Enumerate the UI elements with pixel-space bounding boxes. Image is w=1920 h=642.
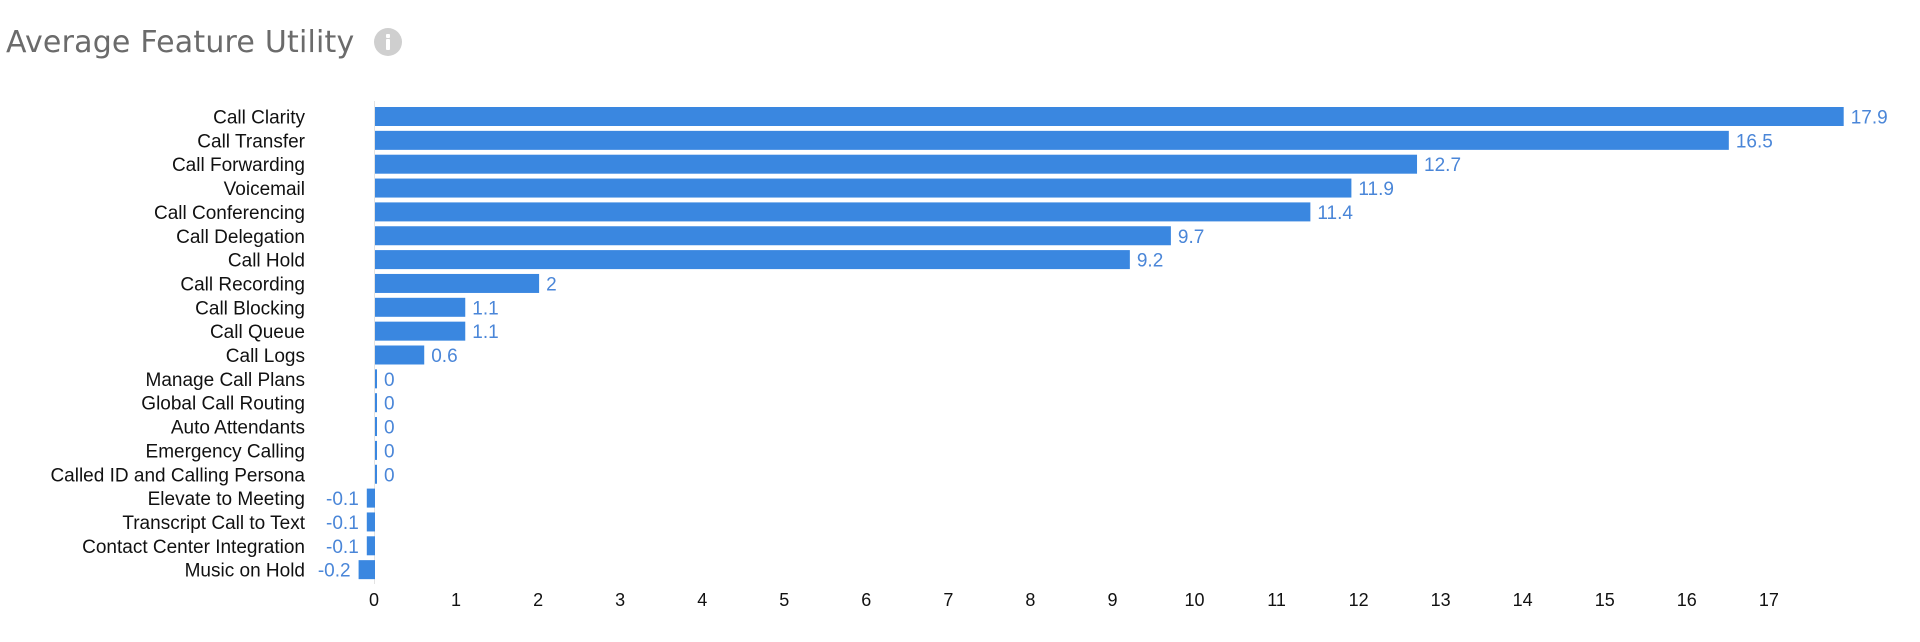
category-label: Manage Call Plans (146, 370, 305, 391)
x-tick-label: 17 (1759, 590, 1779, 610)
bar (375, 464, 377, 484)
x-tick-label: 10 (1184, 590, 1204, 610)
bar (366, 488, 375, 508)
x-tick-label: 5 (779, 590, 789, 610)
x-tick-label: 14 (1513, 590, 1533, 610)
bar (375, 440, 377, 460)
category-label: Music on Hold (185, 561, 305, 582)
bar (375, 130, 1729, 150)
category-label: Call Blocking (195, 298, 305, 319)
x-tick-label: 0 (369, 590, 379, 610)
bar (375, 345, 425, 365)
bar (375, 202, 1311, 222)
bar (375, 250, 1130, 270)
category-label: Call Recording (180, 274, 305, 295)
category-label: Auto Attendants (171, 418, 305, 439)
category-label: Called ID and Calling Persona (50, 465, 305, 486)
x-tick-label: 6 (861, 590, 871, 610)
category-label: Call Queue (210, 322, 305, 343)
x-tick-label: 12 (1349, 590, 1369, 610)
category-label: Call Forwarding (172, 155, 305, 176)
value-label: 0 (384, 370, 395, 391)
category-label: Elevate to Meeting (148, 489, 305, 510)
bar (375, 154, 1418, 174)
value-label: 9.7 (1178, 227, 1204, 248)
x-tick-label: 9 (1107, 590, 1117, 610)
bar (375, 393, 377, 413)
value-label: 0 (384, 394, 395, 415)
value-label: 0 (384, 465, 395, 486)
value-label: -0.1 (326, 513, 359, 534)
category-label: Call Delegation (176, 227, 305, 248)
chart-title: Average Feature Utility (6, 24, 355, 60)
x-tick-label: 8 (1025, 590, 1035, 610)
category-label: Call Hold (228, 251, 305, 272)
value-label: 17.9 (1851, 108, 1888, 129)
bar (375, 178, 1352, 198)
x-tick-label: 4 (697, 590, 707, 610)
value-label: 0 (384, 441, 395, 462)
category-label: Call Logs (226, 346, 305, 367)
bar (375, 417, 377, 437)
bar (375, 297, 466, 317)
chart-header: Average Feature Utility (6, 22, 403, 62)
bar (366, 512, 375, 532)
x-tick-label: 13 (1431, 590, 1451, 610)
category-label: Voicemail (224, 179, 305, 200)
bar (366, 536, 375, 556)
value-label: 2 (546, 274, 557, 295)
value-label: 11.4 (1317, 203, 1353, 224)
x-tick-label: 15 (1595, 590, 1615, 610)
value-label: 16.5 (1736, 131, 1773, 152)
value-label: 11.9 (1358, 179, 1394, 200)
bar (375, 369, 377, 389)
category-label: Global Call Routing (141, 394, 305, 415)
category-label: Emergency Calling (146, 441, 305, 462)
x-tick-label: 11 (1267, 590, 1286, 610)
bar (375, 273, 540, 293)
value-label: -0.2 (318, 561, 351, 582)
bar (375, 107, 1844, 126)
x-tick-label: 16 (1677, 590, 1697, 610)
x-tick-label: 1 (451, 590, 461, 610)
value-label: 0 (384, 418, 395, 439)
bar (375, 321, 466, 341)
category-label: Call Clarity (213, 108, 305, 129)
x-tick-label: 2 (533, 590, 543, 610)
value-label: 1.1 (472, 322, 498, 343)
x-tick-label: 3 (615, 590, 625, 610)
category-label: Call Conferencing (154, 203, 305, 224)
bar (358, 560, 375, 580)
value-label: -0.1 (326, 489, 359, 510)
value-label: 12.7 (1424, 155, 1461, 176)
category-label: Transcript Call to Text (122, 513, 305, 534)
info-icon[interactable] (374, 28, 403, 56)
bar (375, 226, 1171, 246)
value-label: 0.6 (431, 346, 457, 367)
x-tick-label: 7 (943, 590, 953, 610)
category-label: Call Transfer (197, 131, 305, 152)
value-label: 9.2 (1137, 251, 1163, 272)
category-label: Contact Center Integration (82, 537, 305, 558)
value-label: -0.1 (326, 537, 359, 558)
value-label: 1.1 (472, 298, 498, 319)
